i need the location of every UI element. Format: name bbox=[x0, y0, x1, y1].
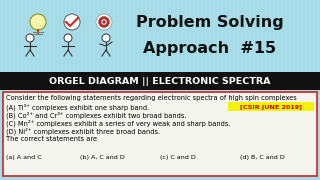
Text: Consider the following statements regarding electronic spectra of high spin comp: Consider the following statements regard… bbox=[6, 95, 297, 101]
Text: (b) A, C and D: (b) A, C and D bbox=[80, 156, 125, 161]
Circle shape bbox=[99, 17, 109, 28]
Text: Approach  #15: Approach #15 bbox=[143, 40, 276, 55]
Circle shape bbox=[101, 19, 107, 25]
Circle shape bbox=[96, 14, 112, 30]
Text: ORGEL DIAGRAM || ELECTRONIC SPECTRA: ORGEL DIAGRAM || ELECTRONIC SPECTRA bbox=[49, 76, 271, 86]
Bar bbox=[0, 72, 320, 90]
Text: (c) C and D: (c) C and D bbox=[160, 156, 196, 161]
Text: (D) Ni²⁺ complexes exhibit three broad bands.: (D) Ni²⁺ complexes exhibit three broad b… bbox=[6, 127, 160, 135]
Bar bbox=[228, 102, 314, 111]
Circle shape bbox=[30, 14, 46, 30]
Circle shape bbox=[102, 34, 110, 42]
Circle shape bbox=[102, 21, 106, 24]
Text: (a) A and C: (a) A and C bbox=[6, 156, 42, 161]
Text: (A) Ti³⁺ complexes exhibit one sharp band.: (A) Ti³⁺ complexes exhibit one sharp ban… bbox=[6, 103, 149, 111]
Text: (d) B, C and D: (d) B, C and D bbox=[240, 156, 285, 161]
Text: (C) Mn²⁺ complexes exhibit a series of very weak and sharp bands.: (C) Mn²⁺ complexes exhibit a series of v… bbox=[6, 119, 230, 127]
Text: The correct statements are: The correct statements are bbox=[6, 136, 97, 142]
Text: (B) Co²⁺ and Cr³⁺ complexes exhibit two broad bands.: (B) Co²⁺ and Cr³⁺ complexes exhibit two … bbox=[6, 111, 187, 119]
Text: Problem Solving: Problem Solving bbox=[136, 15, 284, 30]
Text: [CSIR JUNE 2019]: [CSIR JUNE 2019] bbox=[240, 105, 302, 109]
Circle shape bbox=[64, 14, 80, 30]
Bar bbox=[3, 92, 317, 176]
Circle shape bbox=[26, 34, 34, 42]
Circle shape bbox=[64, 34, 72, 42]
